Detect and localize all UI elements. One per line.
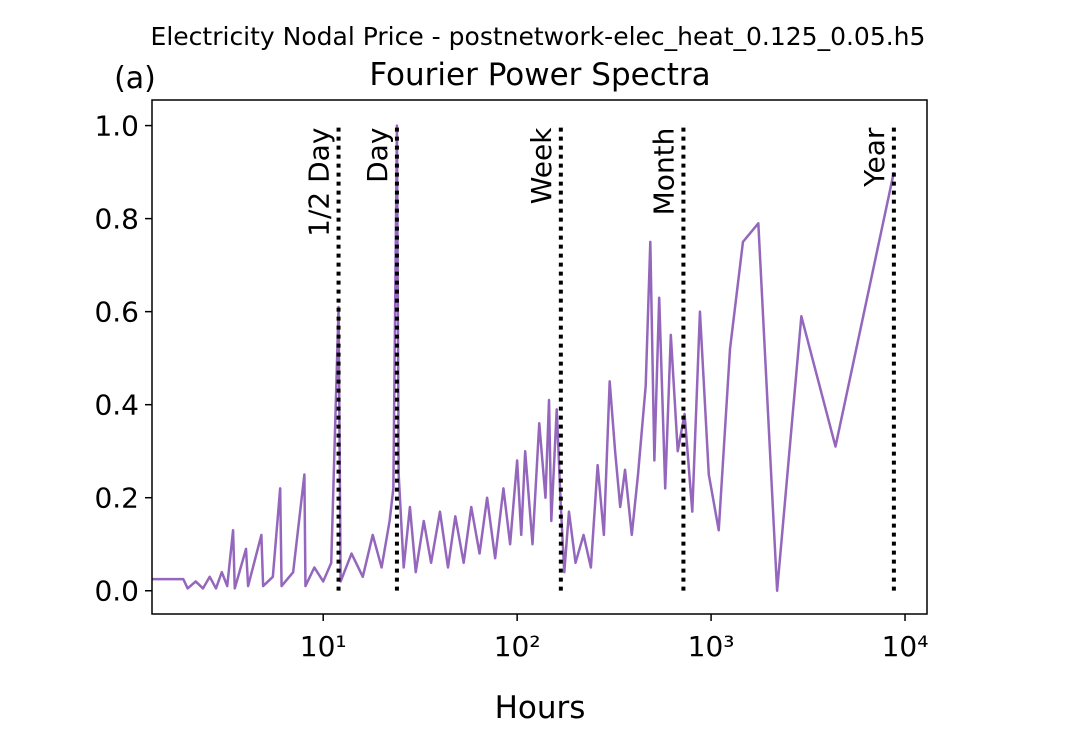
x-tick-label: 10³ xyxy=(688,630,735,663)
chart-title: Fourier Power Spectra xyxy=(369,57,710,93)
period-label: Month xyxy=(647,128,680,216)
y-tick-label: 1.0 xyxy=(94,110,139,143)
x-tick-label: 10⁴ xyxy=(882,630,929,663)
plot-frame xyxy=(151,99,928,615)
x-tick-label: 10² xyxy=(494,630,541,663)
y-tick-label: 0.6 xyxy=(94,296,139,329)
suptitle: Electricity Nodal Price - postnetwork-el… xyxy=(151,22,926,51)
spectrum-line xyxy=(152,124,896,592)
y-tick-label: 0.4 xyxy=(94,389,139,422)
panel-label: (a) xyxy=(114,61,156,96)
y-tick-label: 0.0 xyxy=(94,575,139,608)
period-label: Day xyxy=(361,128,394,183)
x-axis-label: Hours xyxy=(495,690,586,726)
period-label: Year xyxy=(858,127,891,188)
period-label: Week xyxy=(525,127,558,204)
period-label: 1/2 Day xyxy=(303,128,336,237)
y-tick-label: 0.8 xyxy=(94,203,139,236)
x-tick-label: 10¹ xyxy=(300,630,347,663)
y-tick-label: 0.2 xyxy=(94,482,139,515)
